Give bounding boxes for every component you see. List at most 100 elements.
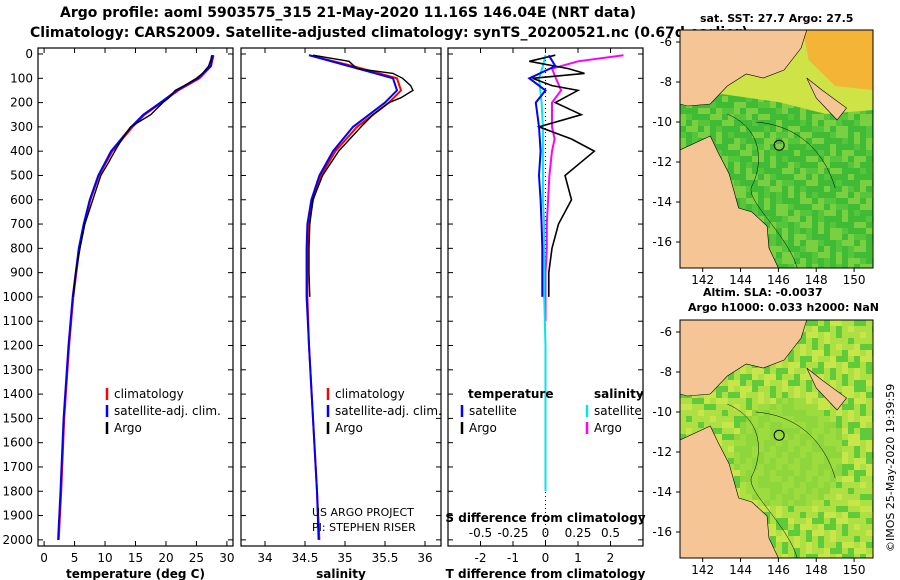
legend-salinity-item: Argo (594, 421, 622, 435)
depth-tick-label: 800 (10, 241, 33, 255)
lon-tick-label: 142 (691, 273, 714, 287)
temperature-tick-label: 0 (40, 551, 48, 565)
plot-title-line2: Climatology: CARS2009. Satellite-adjuste… (30, 25, 748, 41)
sst-map-label: sat. SST: 27.7 Argo: 27.5 (700, 12, 854, 25)
depth-tick-label: 0 (25, 47, 33, 61)
diff-series-t-satellite (527, 54, 557, 297)
map-sla: 142 144 146 148 150 -6 -8 -10 -12 -14 -16 (652, 319, 874, 577)
argo-position-marker (773, 139, 785, 151)
lon-tick-label: 142 (691, 563, 714, 577)
salinity-tick-label: 35 (337, 551, 352, 565)
lon-tick-label: 144 (729, 273, 752, 287)
sst-hot-zone (802, 30, 873, 90)
temperature-tick-label: 10 (97, 551, 112, 565)
isobath (755, 121, 836, 189)
argo-pi-credit: PI: STEPHEN RISER (312, 521, 416, 534)
sdiff-tick-label: -0.25 (497, 526, 528, 540)
temperature-legend-item: climatology (114, 387, 184, 401)
legend-temperature-item: Argo (469, 421, 497, 435)
lat-tick-label: -14 (652, 195, 672, 209)
depth-tick-label: 100 (10, 71, 33, 85)
land-cape-york (680, 135, 779, 268)
lat-tick-label: -10 (652, 115, 672, 129)
lat-tick-label: -12 (652, 155, 672, 169)
depth-tick-label: 300 (10, 120, 33, 134)
land-peninsula (806, 77, 847, 121)
depth-tick-label: 1500 (2, 411, 33, 425)
temperature-legend-item: satellite-adj. clim. (114, 404, 221, 418)
depth-tick-label: 500 (10, 168, 33, 182)
salinity-tick-label: 36 (417, 551, 432, 565)
legend-temperature-title: temperature (468, 387, 553, 401)
lon-tick-label: 150 (843, 563, 866, 577)
salinity-series-argo (308, 54, 414, 297)
depth-tick-label: 200 (10, 96, 33, 110)
temperature-series-climatology (57, 54, 215, 540)
tdiff-tick-label: -2 (475, 551, 487, 565)
depth-tick-label: 1100 (2, 314, 33, 328)
lon-tick-label: 148 (805, 563, 828, 577)
temperature-tick-label: 15 (128, 551, 143, 565)
land-cape-york (680, 425, 779, 558)
tdiff-tick-label: 2 (607, 551, 615, 565)
temperature-tick-label: 25 (189, 551, 204, 565)
tdiff-axis-label: T difference from climatology (446, 567, 646, 580)
land-new-guinea (680, 320, 808, 397)
depth-tick-label: 1000 (2, 290, 33, 304)
lat-tick-label: -16 (652, 235, 672, 249)
argo-project-credit: US ARGO PROJECT (312, 506, 414, 519)
salinity-tick-label: 34.5 (292, 551, 319, 565)
isobath (755, 411, 836, 479)
depth-tick-label: 1400 (2, 387, 33, 401)
plot-title-line1: Argo profile: aoml 5903575_315 21-May-20… (60, 5, 636, 21)
sdiff-tick-label: 0.25 (565, 526, 592, 540)
depth-tick-label: 600 (10, 193, 33, 207)
salinity-legend-item: satellite-adj. clim. (335, 404, 442, 418)
temperature-tick-label: 30 (219, 551, 234, 565)
lat-tick-label: -12 (652, 445, 672, 459)
depth-tick-label: 1900 (2, 509, 33, 523)
lon-tick-label: 144 (729, 563, 752, 577)
diff-series-s-argo (544, 54, 624, 322)
lat-tick-label: -8 (660, 365, 672, 379)
temperature-series-satellite-adj--clim- (57, 54, 214, 540)
salinity-legend-item: Argo (335, 421, 363, 435)
salinity-series-satellite-adj--clim- (305, 54, 399, 540)
temperature-series-argo (72, 55, 213, 297)
lon-tick-label: 150 (843, 273, 866, 287)
lon-tick-label: 146 (767, 273, 790, 287)
legend-temperature-item: satellite (469, 404, 517, 418)
diff-series-t-argo (529, 54, 596, 297)
tdiff-tick-label: 1 (574, 551, 582, 565)
depth-tick-label: 900 (10, 266, 33, 280)
depth-tick-label: 1600 (2, 436, 33, 450)
panel-frame-2 (240, 47, 442, 547)
legend-salinity-title: salinity (594, 387, 644, 401)
depth-tick-label: 700 (10, 217, 33, 231)
map-frame (679, 319, 874, 559)
lat-tick-label: -8 (660, 75, 672, 89)
lat-tick-label: -14 (652, 485, 672, 499)
depth-tick-label: 400 (10, 144, 33, 158)
sla-label-line2: Argo h1000: 0.033 h2000: NaN (688, 301, 880, 314)
depth-tick-label: 1200 (2, 339, 33, 353)
salinity-tick-label: 35.5 (372, 551, 399, 565)
temperature-axis-label: temperature (deg C) (66, 567, 205, 580)
diff-series-s-satellite (537, 54, 547, 492)
depth-tick-label: 1700 (2, 460, 33, 474)
temperature-tick-label: 5 (71, 551, 79, 565)
sla-label-line1: Altim. SLA: -0.0037 (703, 286, 823, 299)
salinity-series-climatology (306, 54, 403, 540)
salinity-tick-label: 34 (257, 551, 272, 565)
argo-position-marker (773, 429, 785, 441)
depth-tick-label: 2000 (2, 533, 33, 547)
lat-tick-label: -16 (652, 525, 672, 539)
tdiff-tick-label: -1 (507, 551, 519, 565)
map-frame (679, 29, 874, 269)
land-peninsula (806, 367, 847, 411)
salinity-axis-label: salinity (316, 567, 366, 580)
depth-tick-label: 1300 (2, 363, 33, 377)
lon-tick-label: 146 (767, 563, 790, 577)
sdiff-tick-label: 0.5 (601, 526, 620, 540)
